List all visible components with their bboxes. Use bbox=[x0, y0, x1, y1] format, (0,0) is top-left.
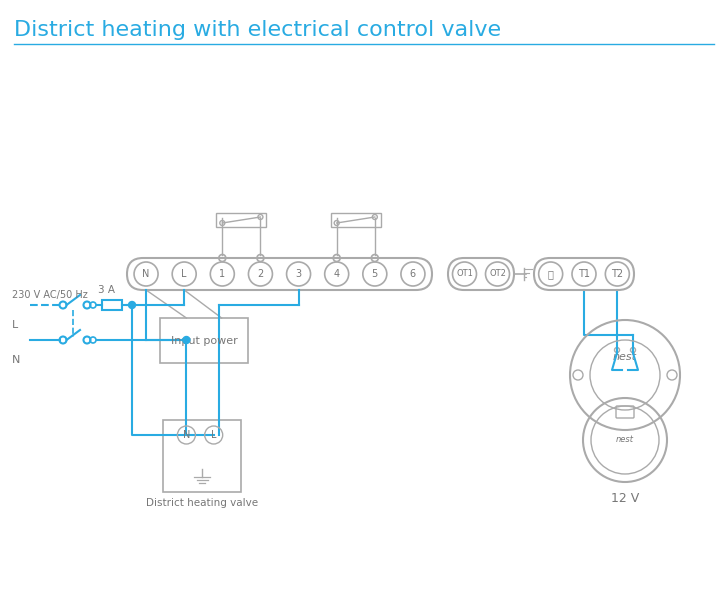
Text: ⏚: ⏚ bbox=[547, 269, 553, 279]
Text: 4: 4 bbox=[333, 269, 340, 279]
Text: N: N bbox=[183, 430, 190, 440]
Text: 3 A: 3 A bbox=[98, 285, 116, 295]
Text: L: L bbox=[211, 430, 216, 440]
Circle shape bbox=[129, 302, 135, 308]
Text: District heating with electrical control valve: District heating with electrical control… bbox=[14, 20, 501, 40]
Text: L: L bbox=[12, 320, 18, 330]
Circle shape bbox=[183, 336, 190, 343]
Text: Input power: Input power bbox=[170, 336, 237, 346]
Text: N: N bbox=[12, 355, 20, 365]
Text: 3: 3 bbox=[296, 269, 301, 279]
Text: 5: 5 bbox=[372, 269, 378, 279]
Text: L: L bbox=[181, 269, 187, 279]
Text: nest: nest bbox=[613, 352, 637, 362]
Text: 2: 2 bbox=[257, 269, 264, 279]
Text: District heating valve: District heating valve bbox=[146, 498, 258, 508]
Text: 12 V: 12 V bbox=[611, 492, 639, 505]
Text: nest: nest bbox=[616, 435, 634, 444]
Text: 6: 6 bbox=[410, 269, 416, 279]
Text: OT1: OT1 bbox=[456, 270, 473, 279]
Text: T1: T1 bbox=[578, 269, 590, 279]
Text: N: N bbox=[143, 269, 150, 279]
Text: 230 V AC/50 Hz: 230 V AC/50 Hz bbox=[12, 290, 88, 300]
Text: 1: 1 bbox=[219, 269, 226, 279]
Text: T2: T2 bbox=[612, 269, 623, 279]
Text: OT2: OT2 bbox=[489, 270, 506, 279]
